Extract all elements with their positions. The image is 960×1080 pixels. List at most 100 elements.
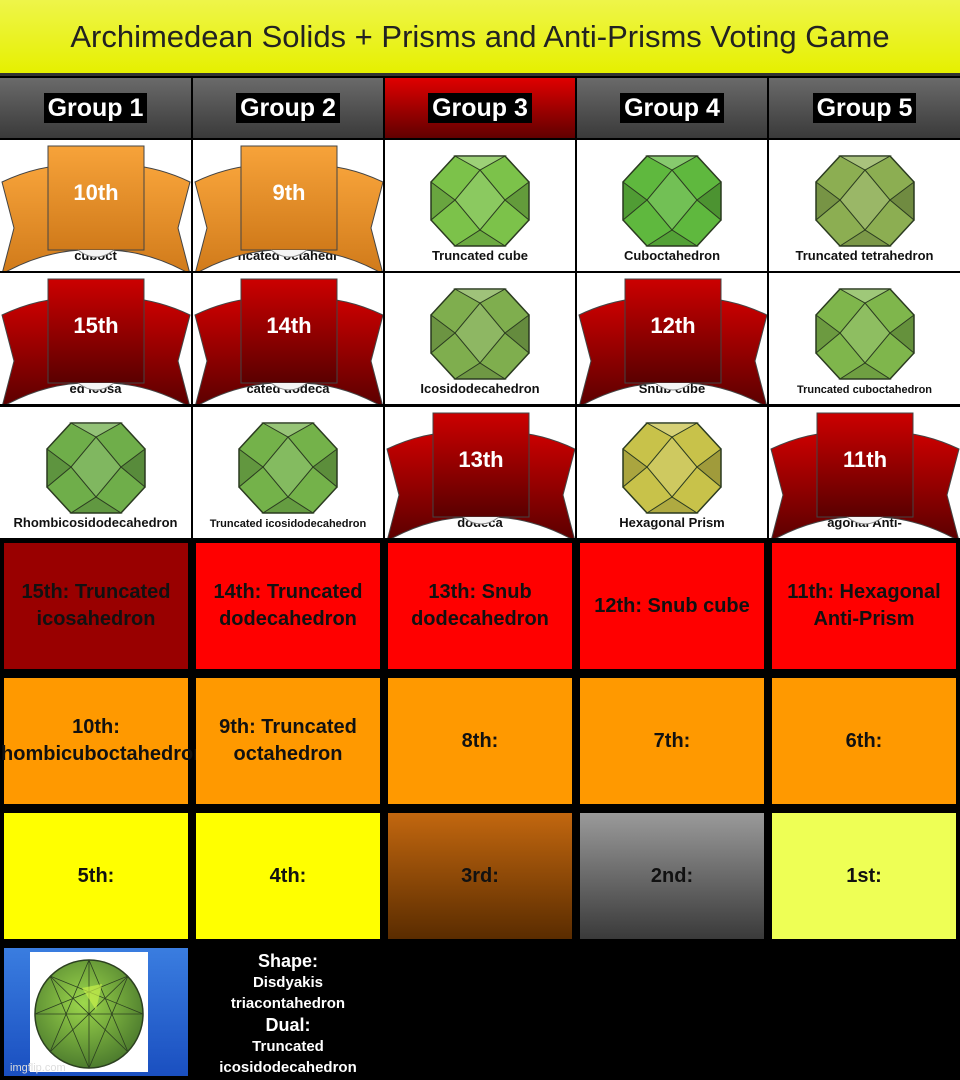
rank-slot[interactable]: 5th: bbox=[4, 813, 188, 939]
ribbon-rank-text: 15th bbox=[73, 313, 119, 338]
polyhedron-icon bbox=[34, 959, 144, 1069]
polyhedron-icon bbox=[814, 288, 915, 380]
watermark: imgflip.com bbox=[10, 1062, 66, 1074]
rank-slot[interactable]: 10th: Rhombicuboctahedron bbox=[0, 678, 205, 804]
current-shape-thumbnail: imgflip.com bbox=[4, 948, 188, 1076]
rank-slot[interactable]: 9th: Truncated octahedron bbox=[196, 678, 380, 804]
ribbon-rank-text: 10th bbox=[73, 180, 119, 205]
group-header-4: Group 4 bbox=[577, 78, 767, 138]
solid-name-label: Cuboctahedron bbox=[623, 248, 721, 263]
group-header-1: Group 1 bbox=[0, 78, 191, 138]
solid-name-label: Rhombicosidodecahedron bbox=[13, 515, 178, 530]
ribbon-banner-shape bbox=[578, 278, 767, 404]
ribbon-banner-shape bbox=[1, 278, 191, 404]
rank-ribbon: 10th bbox=[0, 140, 191, 271]
polyhedron-icon bbox=[238, 422, 338, 514]
ribbon-rank-text: 9th bbox=[272, 180, 306, 205]
polyhedron-icon bbox=[622, 155, 722, 247]
rank-ribbon: 14th bbox=[193, 273, 383, 404]
rank-slot-text: 13th: Snub dodecahedron bbox=[411, 581, 549, 630]
ribbon-banner-shape bbox=[1, 145, 191, 271]
ribbon-rank-text: 14th bbox=[266, 313, 312, 338]
polyhedron-icon bbox=[814, 155, 915, 247]
rank-slot-text: 14th: Truncated dodecahedron bbox=[213, 581, 363, 630]
current-shape-info: Shape: Disdyakis triacontahedron Dual: T… bbox=[196, 948, 380, 1078]
solid-cell[interactable]: cuboct10th bbox=[0, 140, 191, 271]
rank-ribbon: 12th bbox=[577, 273, 767, 404]
rank-slot[interactable]: 15th: Truncated icosahedron bbox=[4, 543, 188, 669]
rank-slot[interactable]: 6th: bbox=[772, 678, 956, 804]
group-header-5: Group 5 bbox=[769, 78, 960, 138]
polyhedron-icon bbox=[430, 288, 530, 380]
solid-name-label: Truncated cube bbox=[431, 248, 529, 263]
ribbon-banner-shape bbox=[770, 412, 960, 538]
group-header-label: Group 3 bbox=[428, 93, 532, 123]
rank-slot-text: 1st: bbox=[846, 864, 882, 887]
solid-cell[interactable]: Hexagonal Prism bbox=[577, 407, 767, 538]
rank-slot-text: 8th: bbox=[461, 729, 499, 752]
rank-slot-text: 10th: Rhombicuboctahedron bbox=[0, 716, 206, 765]
solid-name-label: Truncated tetrahedron bbox=[795, 248, 934, 263]
rank-slot-text: 5th: bbox=[77, 864, 115, 887]
group-header-3: Group 3 bbox=[385, 78, 575, 138]
solid-name-label: Truncated cuboctahedron bbox=[796, 384, 933, 396]
rank-slot[interactable]: 14th: Truncated dodecahedron bbox=[196, 543, 380, 669]
rank-ribbon: 15th bbox=[0, 273, 191, 404]
rank-slot[interactable]: 12th: Snub cube bbox=[580, 543, 764, 669]
rank-slot-text: 12th: Snub cube bbox=[594, 594, 750, 617]
dual-name: Truncated icosidodecahedron bbox=[219, 1038, 357, 1076]
rank-slot-text: 4th: bbox=[269, 864, 307, 887]
rank-slot-text: 3rd: bbox=[461, 864, 499, 887]
rank-ribbon: 11th bbox=[769, 407, 960, 538]
rank-slot-text: 2nd: bbox=[650, 864, 694, 887]
solid-cell[interactable]: Icosidodecahedron bbox=[385, 273, 575, 404]
solid-cell[interactable]: cated dodeca 14th bbox=[193, 273, 383, 404]
group-header-label: Group 5 bbox=[812, 93, 917, 123]
ribbon-banner-shape bbox=[194, 278, 383, 404]
rank-slot[interactable]: 7th: bbox=[580, 678, 764, 804]
rank-slot-text: 9th: Truncated octahedron bbox=[219, 716, 357, 765]
group-header-2: Group 2 bbox=[193, 78, 383, 138]
solid-cell[interactable]: Snub cube 12th bbox=[577, 273, 767, 404]
solid-cell[interactable]: Truncated cuboctahedron bbox=[769, 273, 960, 404]
ribbon-banner-shape bbox=[386, 412, 575, 538]
rank-ribbon: 13th bbox=[385, 407, 575, 538]
rank-slot[interactable]: 4th: bbox=[196, 813, 380, 939]
rank-slot-text: 6th: bbox=[845, 729, 883, 752]
group-header-label: Group 2 bbox=[236, 93, 340, 123]
ribbon-rank-text: 13th bbox=[458, 447, 504, 472]
solid-cell[interactable]: ed icosa15th bbox=[0, 273, 191, 404]
game-title: Archimedean Solids + Prisms and Anti-Pri… bbox=[0, 0, 960, 76]
polyhedron-icon bbox=[45, 422, 146, 514]
shape-heading: Shape: bbox=[257, 951, 318, 971]
solid-name-label: Hexagonal Prism bbox=[619, 515, 725, 530]
solid-cell[interactable]: agonal Anti- 11th bbox=[769, 407, 960, 538]
solid-cell[interactable]: ncated octahedr 9th bbox=[193, 140, 383, 271]
solid-cell[interactable]: Truncated tetrahedron bbox=[769, 140, 960, 271]
rank-slot-text: 11th: Hexagonal Anti-Prism bbox=[787, 581, 941, 630]
rank-slot[interactable]: 3rd: bbox=[388, 813, 572, 939]
rank-slot[interactable]: 2nd: bbox=[580, 813, 764, 939]
solid-cell[interactable]: dodeca13th bbox=[385, 407, 575, 538]
polyhedron-icon bbox=[622, 422, 722, 514]
solid-name-label: Icosidodecahedron bbox=[420, 381, 540, 396]
solid-cell[interactable]: Truncated cube bbox=[385, 140, 575, 271]
solid-cell[interactable]: Cuboctahedron bbox=[577, 140, 767, 271]
rank-ribbon: 9th bbox=[193, 140, 383, 271]
polyhedron-icon bbox=[430, 155, 530, 247]
rank-slot-text: 7th: bbox=[653, 729, 691, 752]
rank-slot[interactable]: 1st: bbox=[772, 813, 956, 939]
solid-name-label: Truncated icosidodecahedron bbox=[209, 518, 367, 530]
dual-heading: Dual: bbox=[265, 1015, 311, 1035]
rank-slot-text: 15th: Truncated icosahedron bbox=[21, 581, 171, 630]
ribbon-rank-text: 12th bbox=[650, 313, 696, 338]
ribbon-rank-text: 11th bbox=[842, 447, 888, 472]
shape-name: Disdyakis triacontahedron bbox=[230, 974, 346, 1012]
rank-slot[interactable]: 11th: Hexagonal Anti-Prism bbox=[772, 543, 956, 669]
group-header-label: Group 1 bbox=[43, 93, 148, 123]
solid-cell[interactable]: Truncated icosidodecahedron bbox=[193, 407, 383, 538]
ribbon-banner-shape bbox=[194, 145, 383, 271]
rank-slot[interactable]: 13th: Snub dodecahedron bbox=[388, 543, 572, 669]
rank-slot[interactable]: 8th: bbox=[388, 678, 572, 804]
solid-cell[interactable]: Rhombicosidodecahedron bbox=[0, 407, 191, 538]
